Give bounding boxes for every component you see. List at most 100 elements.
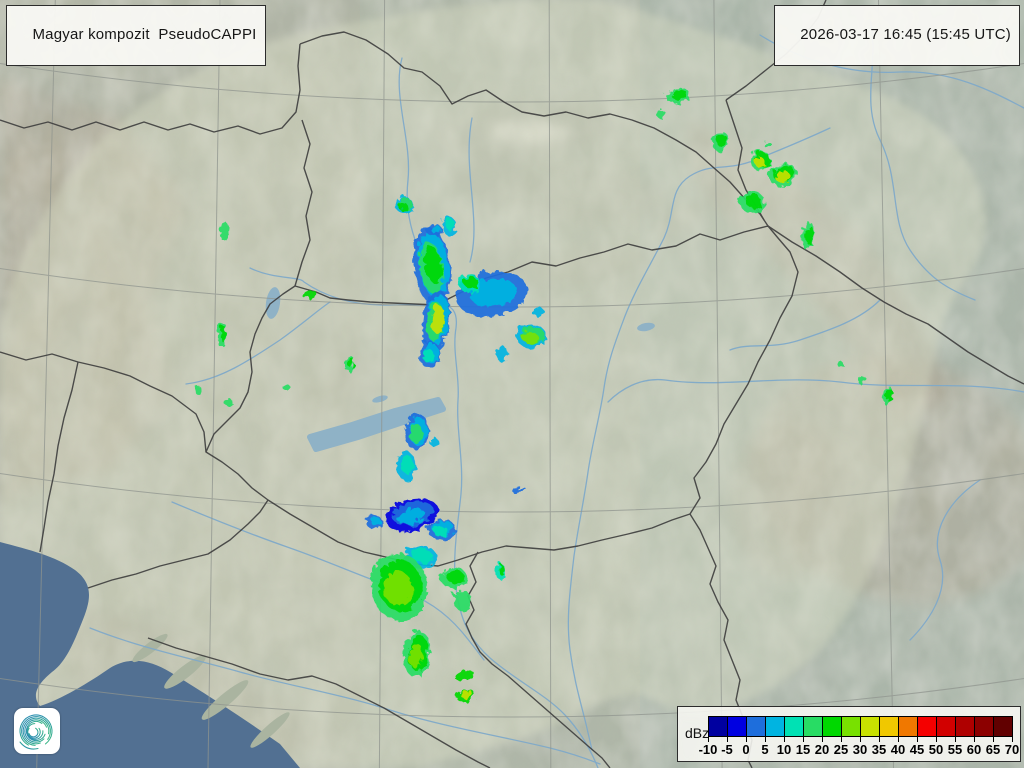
- legend-tick: [1012, 736, 1013, 742]
- legend-tick: [879, 736, 880, 742]
- radar-echo: [301, 288, 315, 298]
- legend-tick-label: -10: [698, 742, 718, 757]
- radar-echo: [743, 192, 760, 207]
- legend-tick-label: 55: [947, 742, 963, 757]
- legend-tick: [708, 736, 709, 742]
- radar-echo: [857, 374, 865, 384]
- radar-echo: [496, 562, 503, 574]
- radar-echo: [762, 140, 770, 146]
- radar-echo: [530, 305, 542, 315]
- radar-echo: [217, 220, 227, 238]
- border-ukraine-romania: [767, 225, 1024, 385]
- radar-echo: [443, 216, 453, 230]
- radar-echo: [773, 168, 788, 181]
- border-austria-italy-slovenia: [0, 351, 207, 453]
- legend-cell-0: [747, 717, 766, 736]
- radar-echo: [803, 224, 812, 243]
- legend-cell--10: [709, 717, 728, 736]
- radar-echo: [406, 641, 421, 666]
- border-slovakia-north: [299, 31, 769, 227]
- lakes: [265, 287, 655, 452]
- radar-echo: [429, 303, 443, 331]
- river-raba: [185, 301, 331, 385]
- legend-cell-60: [975, 717, 994, 736]
- legend-color-bar: [708, 716, 1013, 737]
- legend-tick: [746, 736, 747, 742]
- legend-unit-label: dBz: [685, 725, 710, 741]
- timestamp-label: 2026-03-17 16:45 (15:45 UTC): [800, 26, 1011, 43]
- legend-tick-label: 45: [909, 742, 925, 757]
- timestamp-box: 2026-03-17 16:45 (15:45 UTC): [773, 5, 1020, 66]
- border-czech-austria: [0, 43, 301, 135]
- legend-tick-label: 30: [852, 742, 868, 757]
- radar-echo: [468, 276, 515, 306]
- legend-tick: [727, 736, 728, 742]
- legend-tick: [993, 736, 994, 742]
- dbz-legend: dBz -10 -5 0 5 10 15 20 25 30 35 40 45 50 55 60 65 70: [677, 706, 1021, 762]
- legend-tick-label: 10: [776, 742, 792, 757]
- legend-cell-45: [918, 717, 937, 736]
- product-label: Magyar kompozit PseudoCAPPI: [32, 26, 257, 43]
- radar-echo: [280, 382, 288, 388]
- river-olt: [909, 479, 981, 641]
- adriatic-sea: [0, 542, 300, 768]
- legend-cell--5: [728, 717, 747, 736]
- radar-echoes: [192, 85, 891, 701]
- radar-echo: [884, 386, 891, 400]
- radar-echo: [669, 87, 685, 98]
- met-service-swirl-icon: [19, 714, 53, 750]
- radar-echo: [428, 223, 439, 231]
- radar-echo: [462, 275, 477, 287]
- border-croatia-serbia: [465, 551, 611, 768]
- border-croatia-bosnia: [147, 637, 491, 768]
- legend-cell-15: [804, 717, 823, 736]
- radar-echo: [431, 524, 447, 535]
- legend-tick-label: 60: [966, 742, 982, 757]
- radar-echo: [396, 200, 406, 209]
- legend-cell-10: [785, 717, 804, 736]
- legend-tick: [860, 736, 861, 742]
- legend-tick-label: 5: [761, 742, 769, 757]
- legend-cell-65: [994, 717, 1012, 736]
- legend-tick: [898, 736, 899, 742]
- radar-echo: [222, 396, 230, 404]
- radar-echo: [452, 589, 470, 609]
- product-label-box: Magyar kompozit PseudoCAPPI: [6, 5, 266, 66]
- lake-neusiedl: [265, 287, 281, 319]
- legend-tick: [974, 736, 975, 742]
- radar-echo: [381, 568, 411, 605]
- legend-tick-label: 40: [890, 742, 906, 757]
- legend-tick: [955, 736, 956, 742]
- radar-echo: [346, 356, 353, 367]
- lake-velence: [372, 395, 388, 403]
- legend-cell-50: [937, 717, 956, 736]
- border-slovenia-croatia: [87, 499, 269, 589]
- legend-tick: [765, 736, 766, 742]
- lake-balaton: [307, 397, 446, 452]
- legend-tick-label: 35: [871, 742, 887, 757]
- radar-echo: [368, 514, 379, 524]
- legend-tick-label: -5: [721, 742, 733, 757]
- legend-tick: [784, 736, 785, 742]
- legend-cell-40: [899, 717, 918, 736]
- legend-tick: [936, 736, 937, 742]
- legend-tick: [917, 736, 918, 742]
- radar-echo: [458, 688, 472, 697]
- radar-echo: [835, 359, 841, 365]
- radar-echo: [407, 422, 421, 441]
- radar-echo: [422, 244, 440, 282]
- river-tisza: [567, 127, 831, 751]
- radar-echo: [398, 453, 412, 473]
- radar-echo: [445, 567, 462, 583]
- legend-tick: [822, 736, 823, 742]
- river-prut: [869, 19, 976, 301]
- border-italy-slovenia: [39, 361, 79, 553]
- legend-tick: [841, 736, 842, 742]
- legend-cell-25: [842, 717, 861, 736]
- legend-tick-label: 25: [833, 742, 849, 757]
- radar-echo: [520, 329, 536, 342]
- river-hron: [468, 117, 475, 263]
